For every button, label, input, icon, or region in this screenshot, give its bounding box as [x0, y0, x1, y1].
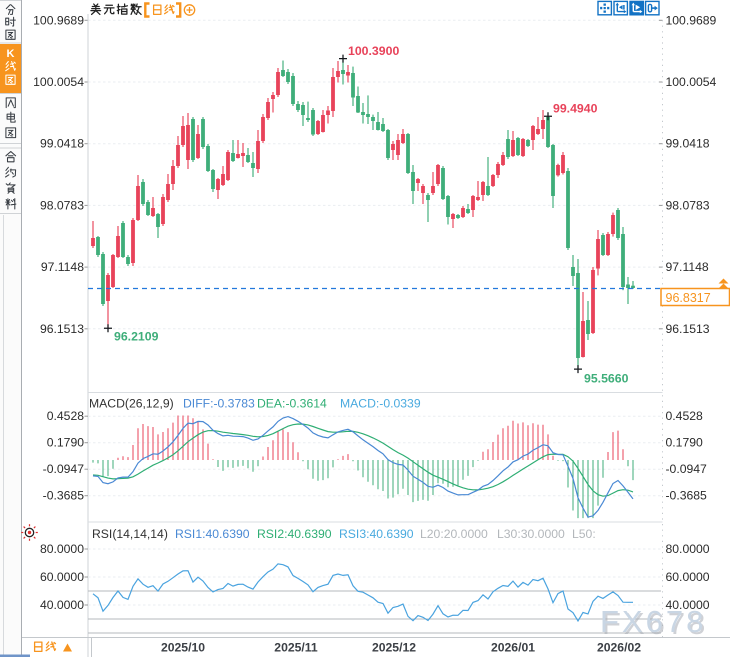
svg-text:2026/01: 2026/01	[491, 641, 535, 655]
svg-text:80.0000: 80.0000	[40, 542, 84, 556]
svg-text:100.0054: 100.0054	[666, 75, 717, 89]
svg-text:0.4528: 0.4528	[666, 409, 703, 423]
svg-text:RSI2:40.6390: RSI2:40.6390	[257, 527, 332, 541]
svg-text:MACD(26,12,9): MACD(26,12,9)	[89, 397, 174, 411]
svg-text:2026/02: 2026/02	[597, 641, 641, 655]
svg-text:100.9689: 100.9689	[33, 13, 84, 27]
svg-text:98.0783: 98.0783	[40, 198, 84, 212]
svg-text:-0.3685: -0.3685	[43, 489, 85, 503]
svg-text:96.2109: 96.2109	[114, 330, 159, 344]
svg-text:96.8317: 96.8317	[666, 291, 711, 305]
svg-text:40.0000: 40.0000	[666, 598, 710, 612]
svg-text:-0.0947: -0.0947	[666, 462, 708, 476]
svg-text:2025/11: 2025/11	[274, 641, 318, 655]
svg-text:2025/12: 2025/12	[372, 641, 416, 655]
svg-text:60.0000: 60.0000	[666, 570, 710, 584]
svg-text:99.0418: 99.0418	[40, 137, 84, 151]
svg-text:DEA:-0.3614: DEA:-0.3614	[257, 397, 327, 411]
svg-text:0.1790: 0.1790	[666, 436, 703, 450]
svg-text:K: K	[7, 48, 15, 60]
svg-text:0.1790: 0.1790	[47, 436, 84, 450]
svg-text:95.5660: 95.5660	[584, 372, 629, 386]
svg-text:0.4528: 0.4528	[47, 409, 84, 423]
svg-text:60.0000: 60.0000	[40, 570, 84, 584]
svg-text:40.0000: 40.0000	[40, 598, 84, 612]
svg-text:DIFF:-0.3783: DIFF:-0.3783	[183, 397, 255, 411]
svg-text:98.0783: 98.0783	[666, 198, 710, 212]
svg-text:L30:30.0000: L30:30.0000	[497, 527, 565, 541]
svg-text:97.1148: 97.1148	[41, 260, 84, 274]
svg-text:L50:: L50:	[572, 527, 596, 541]
svg-text:100.9689: 100.9689	[666, 13, 717, 27]
svg-text:RSI3:40.6390: RSI3:40.6390	[339, 527, 414, 541]
svg-text:99.0418: 99.0418	[666, 137, 710, 151]
svg-text:RSI(14,14,14): RSI(14,14,14)	[92, 527, 168, 541]
svg-text:100.0054: 100.0054	[33, 75, 84, 89]
svg-text:-0.0947: -0.0947	[43, 462, 85, 476]
svg-text:-0.3685: -0.3685	[666, 489, 708, 503]
svg-text:2025/10: 2025/10	[161, 641, 205, 655]
svg-text:99.4940: 99.4940	[553, 102, 598, 116]
svg-text:96.1513: 96.1513	[666, 322, 710, 336]
svg-text:96.1513: 96.1513	[40, 322, 84, 336]
svg-text:FX678: FX678	[600, 604, 706, 639]
svg-text:L20:20.0000: L20:20.0000	[420, 527, 488, 541]
svg-text:80.0000: 80.0000	[666, 542, 710, 556]
svg-text:MACD:-0.0339: MACD:-0.0339	[340, 397, 421, 411]
svg-text:FX678: FX678	[602, 606, 708, 641]
svg-text:97.1148: 97.1148	[666, 260, 709, 274]
svg-text:100.3900: 100.3900	[348, 44, 399, 58]
svg-text:RSI1:40.6390: RSI1:40.6390	[175, 527, 250, 541]
